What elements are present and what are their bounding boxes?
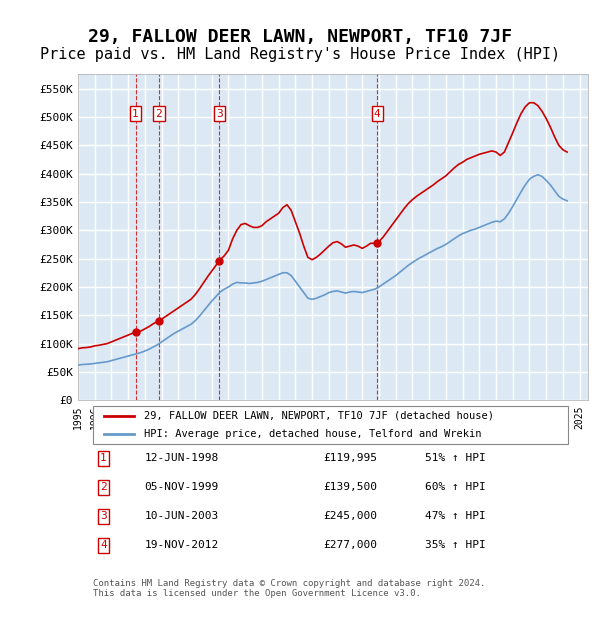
Text: 10-JUN-2003: 10-JUN-2003 bbox=[145, 512, 218, 521]
Text: 05-NOV-1999: 05-NOV-1999 bbox=[145, 482, 218, 492]
Text: £139,500: £139,500 bbox=[323, 482, 377, 492]
Text: 19-NOV-2012: 19-NOV-2012 bbox=[145, 541, 218, 551]
Text: Contains HM Land Registry data © Crown copyright and database right 2024.
This d: Contains HM Land Registry data © Crown c… bbox=[94, 578, 485, 598]
Text: 47% ↑ HPI: 47% ↑ HPI bbox=[425, 512, 485, 521]
Text: 1: 1 bbox=[132, 108, 139, 118]
Text: 51% ↑ HPI: 51% ↑ HPI bbox=[425, 453, 485, 463]
Text: 3: 3 bbox=[100, 512, 107, 521]
Text: 4: 4 bbox=[100, 541, 107, 551]
Text: 1: 1 bbox=[100, 453, 107, 463]
Text: HPI: Average price, detached house, Telford and Wrekin: HPI: Average price, detached house, Telf… bbox=[145, 430, 482, 440]
Text: £245,000: £245,000 bbox=[323, 512, 377, 521]
Text: £277,000: £277,000 bbox=[323, 541, 377, 551]
Text: 3: 3 bbox=[216, 108, 223, 118]
Text: 29, FALLOW DEER LAWN, NEWPORT, TF10 7JF: 29, FALLOW DEER LAWN, NEWPORT, TF10 7JF bbox=[88, 28, 512, 46]
Text: £119,995: £119,995 bbox=[323, 453, 377, 463]
Text: 2: 2 bbox=[100, 482, 107, 492]
FancyBboxPatch shape bbox=[94, 407, 568, 444]
Text: 35% ↑ HPI: 35% ↑ HPI bbox=[425, 541, 485, 551]
Text: 29, FALLOW DEER LAWN, NEWPORT, TF10 7JF (detached house): 29, FALLOW DEER LAWN, NEWPORT, TF10 7JF … bbox=[145, 411, 494, 421]
Text: 4: 4 bbox=[374, 108, 380, 118]
Text: 12-JUN-1998: 12-JUN-1998 bbox=[145, 453, 218, 463]
Text: Price paid vs. HM Land Registry's House Price Index (HPI): Price paid vs. HM Land Registry's House … bbox=[40, 46, 560, 61]
Text: 60% ↑ HPI: 60% ↑ HPI bbox=[425, 482, 485, 492]
Text: 2: 2 bbox=[155, 108, 163, 118]
